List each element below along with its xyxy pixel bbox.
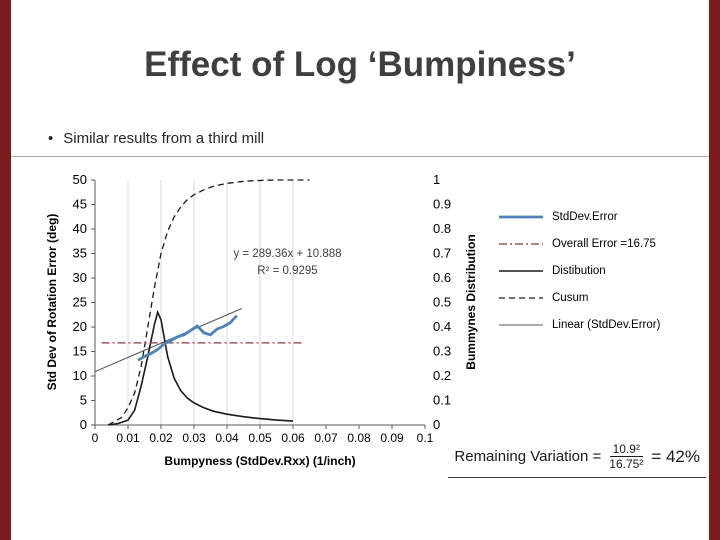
svg-text:0.7: 0.7: [433, 246, 451, 261]
svg-text:35: 35: [73, 246, 87, 261]
trendline-equation-line2: R² = 0.9295: [257, 265, 318, 278]
svg-text:0.4: 0.4: [433, 319, 451, 334]
trendline-equation-line1: y = 289.36x + 10.888: [233, 248, 342, 260]
svg-text:0.07: 0.07: [314, 431, 338, 445]
svg-text:0: 0: [92, 431, 99, 445]
y-right-axis-title: Bummynes Distribution: [464, 234, 478, 370]
svg-text:10: 10: [73, 368, 87, 383]
bullet-item: • Similar results from a third mill: [48, 130, 264, 147]
legend-label: Overall Error =16.75: [552, 237, 656, 250]
svg-text:30: 30: [73, 270, 87, 285]
legend-line-sample: [499, 323, 543, 326]
legend-item: Distibution: [498, 257, 660, 284]
svg-text:20: 20: [73, 319, 87, 334]
slide-title: Effect of Log ‘Bumpiness’: [144, 45, 576, 84]
legend-item: StdDev.Error: [498, 203, 660, 230]
svg-text:45: 45: [73, 197, 87, 212]
fraction-numerator: 10.9²: [609, 442, 643, 458]
header-divider: [11, 156, 709, 157]
x-gridlines: [127, 180, 294, 425]
variation-fraction: 10.9² 16.75²: [609, 442, 643, 472]
svg-text:0.6: 0.6: [433, 270, 451, 285]
svg-text:50: 50: [73, 172, 87, 187]
bullet-text: Similar results from a third mill: [63, 130, 265, 147]
slide-accent-bar-right: [709, 0, 720, 540]
bullet-glyph: •: [48, 130, 54, 147]
chart-plot: 0510152025303540455000.10.20.30.40.50.60…: [73, 172, 452, 445]
slide-accent-bar-left: [0, 0, 11, 540]
svg-text:0.8: 0.8: [433, 221, 451, 236]
y-left-axis-title: Std Dev of Rotation Error (deg): [45, 213, 59, 391]
legend-label: StdDev.Error: [552, 210, 618, 223]
remaining-variation: Remaining Variation = 10.9² 16.75² = 42%: [448, 442, 706, 478]
svg-text:0.01: 0.01: [116, 431, 140, 445]
svg-text:0.04: 0.04: [215, 431, 239, 445]
svg-text:0.05: 0.05: [248, 431, 272, 445]
remaining-variation-label: Remaining Variation =: [454, 448, 602, 466]
legend-item: Linear (StdDev.Error): [498, 311, 660, 338]
svg-text:15: 15: [73, 344, 87, 359]
legend-line-sample: [499, 215, 543, 218]
series-stddev-error: [137, 314, 238, 362]
svg-text:0.9: 0.9: [433, 197, 451, 212]
legend-line-sample: [499, 296, 543, 299]
x-axis-title: Bumpyness (StdDev.Rxx) (1/inch): [164, 454, 356, 468]
svg-text:0.06: 0.06: [281, 431, 305, 445]
svg-text:40: 40: [73, 221, 87, 236]
legend-line-sample: [499, 269, 543, 272]
series-distibution: [108, 309, 294, 426]
svg-text:0: 0: [433, 417, 440, 432]
svg-text:5: 5: [80, 393, 87, 408]
fraction-denominator: 16.75²: [609, 457, 644, 472]
svg-text:0: 0: [80, 417, 87, 432]
svg-text:0.03: 0.03: [182, 431, 206, 445]
variation-result: = 42%: [651, 446, 700, 466]
svg-text:1: 1: [433, 172, 440, 187]
svg-text:25: 25: [73, 295, 87, 310]
svg-text:0.5: 0.5: [433, 295, 451, 310]
svg-text:0.08: 0.08: [347, 431, 371, 445]
svg-text:0.3: 0.3: [433, 344, 451, 359]
svg-text:0.2: 0.2: [433, 368, 451, 383]
trendline-equation: y = 289.36x + 10.888 R² = 0.9295: [205, 246, 370, 281]
legend-label: Linear (StdDev.Error): [552, 318, 661, 331]
chart-legend: StdDev.Error Overall Error =16.75 Distibut…: [498, 203, 660, 338]
y-left-tick-labels: 0 5 10 15 20 25 30 35 40 45 50: [73, 172, 95, 432]
svg-text:0.1: 0.1: [433, 393, 451, 408]
svg-text:0.02: 0.02: [149, 431, 173, 445]
series-cusum: [107, 179, 310, 426]
svg-text:0.09: 0.09: [380, 431, 404, 445]
svg-text:0.1: 0.1: [417, 431, 434, 445]
y-right-tick-labels: 0 0.1 0.2 0.3 0.4 0.5 0.6 0.7 0.8 0.9 1: [433, 172, 451, 432]
legend-label: Cusum: [552, 291, 589, 304]
legend-label: Distibution: [552, 264, 606, 277]
legend-line-sample: [499, 242, 543, 245]
legend-item: Cusum: [498, 284, 660, 311]
legend-item: Overall Error =16.75: [498, 230, 660, 257]
x-tick-labels: 0 0.01 0.02 0.03 0.04 0.05 0.06 0.07 0.08 0.09 0.1: [92, 425, 434, 445]
series-linear-stddev-error: [94, 307, 243, 373]
